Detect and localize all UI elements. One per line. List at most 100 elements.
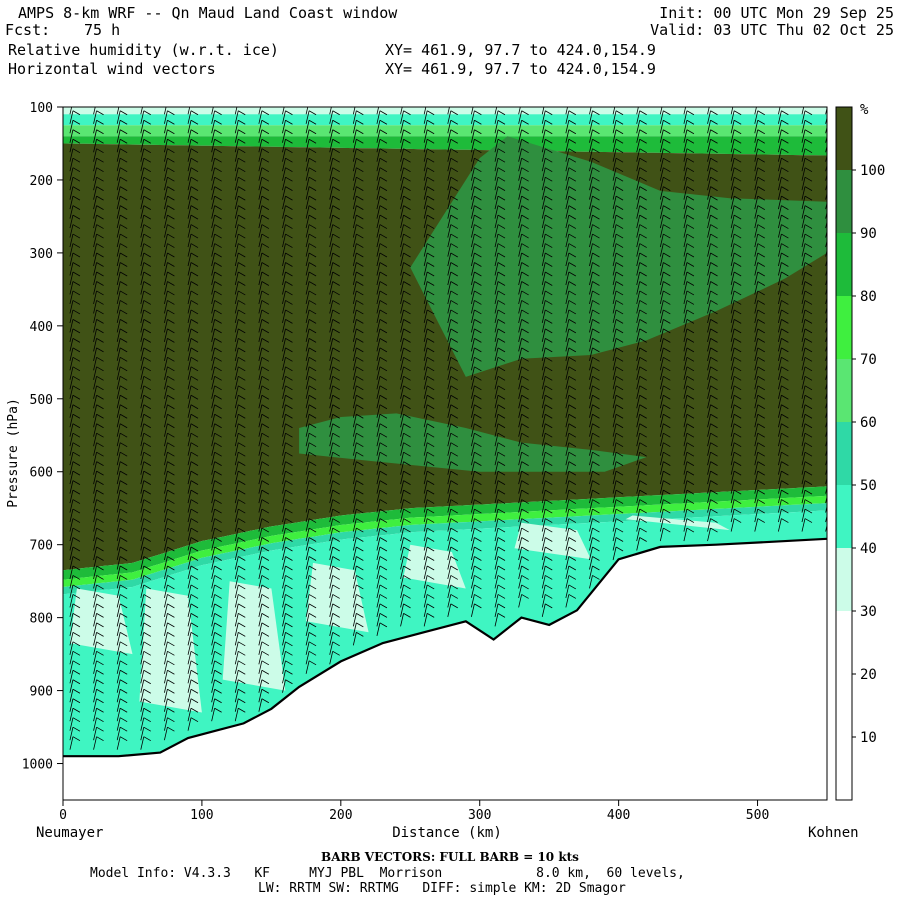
wind-barb-flag	[332, 432, 340, 438]
wind-barb	[187, 309, 192, 324]
wind-barb	[140, 385, 145, 399]
rh-dry-streak-2	[222, 581, 286, 691]
wind-barb	[707, 357, 711, 371]
wind-barb-flag	[450, 565, 458, 571]
wind-barb-flag	[214, 565, 222, 571]
wind-barb	[754, 433, 759, 447]
wind-barb-flag	[261, 556, 270, 561]
wind-barb	[282, 205, 286, 219]
wind-barb	[589, 224, 593, 238]
wind-barb	[116, 480, 121, 494]
wind-barb-flag	[615, 205, 624, 210]
wind-barb	[164, 107, 167, 115]
wind-barb	[801, 423, 806, 437]
wind-barb	[234, 565, 239, 580]
wind-barb	[376, 508, 381, 523]
wind-barb	[329, 252, 334, 267]
wind-barb	[164, 603, 168, 617]
colorbar-label: 40	[860, 541, 877, 557]
wind-barb-flag	[710, 347, 718, 353]
wind-barb	[825, 400, 827, 409]
wind-barb-flag	[214, 243, 222, 248]
wind-barb	[282, 177, 286, 191]
wind-barb	[400, 366, 404, 380]
wind-barb	[683, 205, 688, 219]
wind-barb	[707, 177, 711, 191]
wind-barb	[659, 480, 664, 494]
wind-barb	[140, 556, 145, 570]
wind-barb-flag	[261, 688, 270, 694]
wind-barb	[400, 584, 404, 599]
wind-barb	[754, 167, 759, 181]
wind-barb-flag	[474, 565, 482, 571]
wind-barb	[518, 158, 523, 172]
wind-barb	[423, 452, 428, 466]
wind-barb-flag	[615, 480, 624, 485]
wind-barb-flag	[568, 281, 577, 286]
wind-barb	[329, 651, 334, 665]
wind-barb-flag	[379, 338, 388, 343]
wind-barb-flag	[497, 328, 506, 334]
wind-barb-flag	[332, 394, 340, 400]
wind-barb	[707, 527, 711, 542]
wind-barb-flag	[474, 101, 481, 105]
wind-barb-flag	[308, 290, 317, 296]
wind-barb-flag	[781, 300, 789, 305]
wind-barb	[825, 428, 827, 437]
wind-barb-flag	[545, 110, 553, 116]
wind-barb-flag	[72, 205, 81, 210]
wind-barb-flag	[686, 451, 695, 457]
wind-barb-flag	[639, 243, 647, 248]
wind-barb-flag	[214, 167, 222, 173]
wind-barb	[612, 120, 617, 134]
wind-barb-flag	[96, 499, 104, 504]
wind-barb	[187, 632, 192, 646]
wind-barb	[541, 196, 546, 210]
wind-barb	[140, 651, 145, 665]
wind-barb	[825, 353, 827, 361]
wind-barb	[258, 480, 263, 494]
wind-barb	[730, 508, 735, 523]
wind-barb	[69, 177, 74, 191]
wind-barb-flag	[474, 148, 482, 154]
wind-barb	[589, 433, 593, 447]
wind-barb	[730, 347, 735, 361]
wind-barb-flag	[426, 385, 435, 391]
wind-barb-flag	[190, 157, 199, 163]
wind-barb-flag	[804, 167, 813, 173]
wind-barb-flag	[663, 385, 671, 391]
wind-barb	[423, 196, 428, 210]
wind-barb	[116, 385, 121, 399]
wind-barb	[494, 376, 499, 390]
wind-barb-flag	[757, 176, 765, 182]
wind-barb	[258, 613, 263, 627]
wind-barb	[400, 471, 404, 485]
wind-barb-flag	[639, 338, 647, 343]
wind-barb	[612, 347, 617, 361]
wind-barb-flag	[356, 546, 364, 552]
wind-barb	[376, 461, 381, 475]
wind-barb-flag	[663, 148, 671, 154]
wind-barb-flag	[710, 432, 718, 438]
wind-barb	[282, 129, 286, 143]
wind-barb	[636, 186, 641, 200]
wind-barb-flag	[96, 167, 104, 173]
wind-barb	[447, 546, 452, 561]
wind-barb-flag	[96, 650, 104, 656]
wind-barb	[116, 357, 121, 371]
wind-barb-flag	[72, 110, 81, 116]
wind-barb	[612, 158, 617, 172]
wind-barb	[423, 433, 428, 447]
wind-barb	[683, 281, 688, 295]
wind-barb	[282, 670, 286, 684]
wind-barb-flag	[403, 224, 411, 229]
wind-barb	[352, 404, 357, 418]
wind-barb	[777, 385, 782, 399]
wind-barb-flag	[143, 300, 151, 305]
wind-barb-flag	[829, 206, 836, 210]
wind-barb-flag	[497, 613, 506, 618]
wind-barb-flag	[143, 366, 151, 372]
wind-barb	[447, 404, 452, 418]
wind-barb	[589, 205, 593, 219]
wind-barb	[211, 186, 216, 200]
